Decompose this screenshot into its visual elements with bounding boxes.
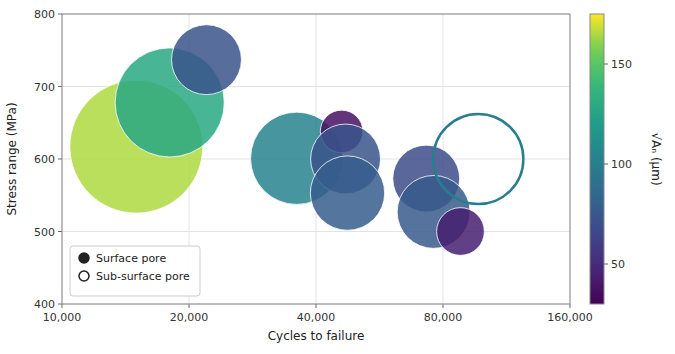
legend-entry: Sub-surface pore xyxy=(96,270,190,283)
colorbar: 50 100 150 √Aₙ (μm) xyxy=(590,14,663,304)
tick xyxy=(62,304,63,308)
tick xyxy=(58,231,62,232)
colorbar-tick-label: 100 xyxy=(611,158,632,171)
colorbar-label: √Aₙ (μm) xyxy=(649,132,663,185)
legend-entry: Surface pore xyxy=(96,252,166,265)
points xyxy=(70,25,524,256)
axes: 10,000 20,000 40,000 80,000 160,000 400 500 600… xyxy=(34,8,593,324)
colorbar-tick xyxy=(604,264,608,265)
colorbar-tick xyxy=(604,64,608,65)
tick xyxy=(316,304,317,308)
tick xyxy=(570,304,571,308)
bubble xyxy=(437,208,485,256)
tick-label: 80,000 xyxy=(424,311,463,324)
y-axis-label: Stress range (MPa) xyxy=(5,102,19,215)
bubble xyxy=(172,25,242,95)
grid-line xyxy=(62,231,570,232)
plot-frame xyxy=(62,14,570,304)
x-axis-label: Cycles to failure xyxy=(268,329,365,343)
chart: 10,000 20,000 40,000 80,000 160,000 400 500 600… xyxy=(0,0,675,354)
tick-label: 160,000 xyxy=(547,311,593,324)
tick xyxy=(58,304,62,305)
colorbar-tick xyxy=(604,164,608,165)
tick-label: 20,000 xyxy=(170,311,209,324)
bubble xyxy=(310,156,384,230)
tick-label: 500 xyxy=(34,226,55,239)
tick xyxy=(443,304,444,308)
tick xyxy=(58,86,62,87)
colorbar-tick-label: 150 xyxy=(611,58,632,71)
tick-label: 700 xyxy=(34,81,55,94)
legend: Surface pore Sub-surface pore xyxy=(70,246,200,296)
tick-label: 400 xyxy=(34,298,55,311)
colorbar-tick-label: 50 xyxy=(611,258,625,271)
tick xyxy=(189,304,190,308)
legend-swatch xyxy=(79,253,89,263)
tick-label: 40,000 xyxy=(297,311,336,324)
tick-label: 600 xyxy=(34,153,55,166)
tick-label: 10,000 xyxy=(43,311,82,324)
bubble xyxy=(433,114,523,204)
tick xyxy=(58,14,62,15)
tick-label: 800 xyxy=(34,8,55,21)
legend-box xyxy=(70,246,200,296)
grid xyxy=(62,14,570,304)
colorbar-scale xyxy=(590,14,604,304)
legend-swatch xyxy=(79,271,89,281)
tick xyxy=(58,159,62,160)
